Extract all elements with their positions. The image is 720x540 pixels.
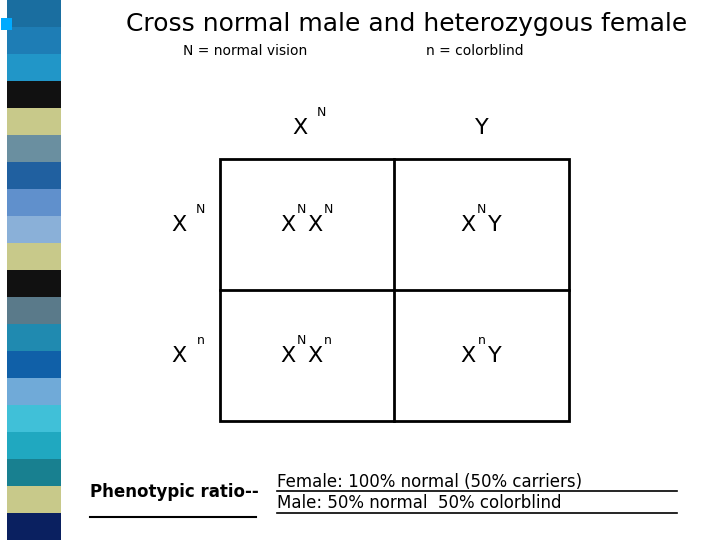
Text: Female: 100% normal (50% carriers): Female: 100% normal (50% carriers)	[277, 472, 582, 491]
Text: N: N	[477, 203, 486, 216]
Bar	[7, 459, 61, 472]
Bar	[7, 94, 61, 108]
Bar	[7, 324, 61, 338]
Text: N = normal vision: N = normal vision	[183, 44, 307, 58]
Text: N: N	[297, 334, 306, 347]
Bar	[7, 526, 61, 540]
Bar	[7, 364, 61, 378]
Text: Y: Y	[488, 215, 502, 235]
Bar	[7, 310, 61, 324]
Bar	[7, 230, 61, 243]
Bar	[7, 216, 61, 229]
Text: N: N	[323, 203, 333, 216]
Text: X: X	[461, 215, 476, 235]
Bar	[7, 54, 61, 68]
Text: X: X	[307, 215, 323, 235]
Bar	[7, 256, 61, 270]
Bar	[7, 14, 61, 27]
Bar	[7, 446, 61, 459]
Text: Cross normal male and heterozygous female: Cross normal male and heterozygous femal…	[126, 12, 688, 36]
Bar	[7, 392, 61, 405]
Text: X: X	[171, 215, 187, 235]
Text: N: N	[317, 106, 326, 119]
Bar	[7, 513, 61, 526]
Bar	[7, 284, 61, 297]
Bar	[7, 297, 61, 310]
Text: N: N	[196, 203, 206, 216]
Bar	[7, 432, 61, 445]
Bar	[220, 159, 569, 421]
Text: X: X	[171, 346, 187, 366]
Text: Y: Y	[488, 346, 502, 366]
Bar	[7, 270, 61, 284]
Text: n: n	[324, 334, 332, 347]
Bar	[7, 405, 61, 418]
Text: X: X	[281, 346, 296, 366]
Bar	[7, 351, 61, 364]
Bar	[7, 148, 61, 162]
Text: N: N	[297, 203, 306, 216]
Bar	[7, 202, 61, 216]
Text: n: n	[197, 334, 204, 347]
Text: n = colorblind: n = colorblind	[426, 44, 524, 58]
Bar	[7, 338, 61, 351]
Text: n: n	[477, 334, 485, 347]
Bar	[7, 176, 61, 189]
Bar	[1, 18, 12, 30]
Text: X: X	[292, 118, 307, 138]
Text: Phenotypic ratio--: Phenotypic ratio--	[90, 483, 258, 502]
Text: X: X	[281, 215, 296, 235]
Bar	[7, 0, 61, 14]
Bar	[7, 418, 61, 432]
Bar	[7, 472, 61, 486]
Bar	[7, 81, 61, 94]
Text: Male: 50% normal  50% colorblind: Male: 50% normal 50% colorblind	[277, 494, 562, 512]
Text: X: X	[461, 346, 476, 366]
Bar	[7, 378, 61, 392]
Bar	[7, 27, 61, 40]
Bar	[7, 162, 61, 176]
Bar	[7, 40, 61, 54]
Bar	[7, 122, 61, 135]
Bar	[7, 486, 61, 500]
Text: X: X	[307, 346, 323, 366]
Bar	[7, 243, 61, 256]
Text: Y: Y	[474, 118, 488, 138]
Bar	[7, 108, 61, 122]
Bar	[7, 135, 61, 148]
Bar	[7, 500, 61, 513]
Bar	[7, 189, 61, 202]
Bar	[7, 68, 61, 81]
